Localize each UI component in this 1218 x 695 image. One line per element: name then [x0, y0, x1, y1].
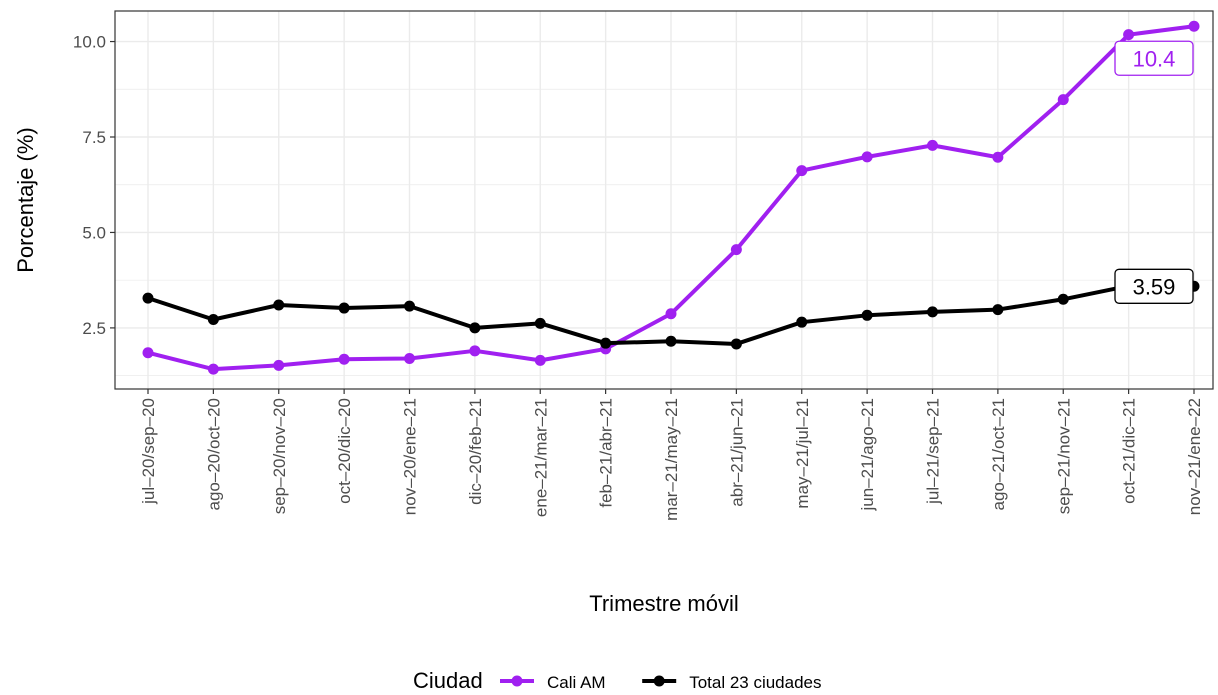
- data-point: [142, 347, 154, 359]
- legend-item-label: Cali AM: [547, 673, 606, 692]
- data-point: [927, 306, 938, 318]
- data-point: [534, 317, 546, 329]
- data-point: [404, 300, 415, 312]
- legend: Ciudad Cali AM Total 23 ciudades: [413, 668, 822, 693]
- data-point: [796, 316, 808, 328]
- data-point: [1123, 29, 1135, 41]
- x-tick-label: sep–20/nov–20: [270, 398, 289, 514]
- x-tick-label: ago–20/oct–20: [204, 398, 223, 511]
- x-tick-label: abr–21/jun–21: [727, 398, 746, 507]
- data-point: [207, 363, 219, 375]
- data-point: [796, 165, 808, 177]
- end-label-text: 3.59: [1133, 274, 1176, 299]
- data-point: [927, 139, 938, 151]
- y-tick-label: 10.0: [73, 33, 106, 52]
- data-point: [338, 353, 350, 365]
- x-tick-label: nov–20/ene–21: [401, 398, 420, 515]
- data-point: [469, 322, 481, 334]
- data-point: [1057, 94, 1069, 106]
- data-point: [600, 337, 612, 349]
- x-tick-label: nov–21/ene–22: [1185, 398, 1204, 515]
- x-tick-label: jul–21/sep–21: [924, 398, 943, 505]
- data-point: [404, 352, 415, 364]
- x-tick-label: ene–21/mar–21: [531, 398, 550, 517]
- end-label-box: [1114, 268, 1194, 304]
- data-point: [730, 338, 742, 350]
- plot-panel: [115, 11, 1213, 389]
- data-point: [730, 244, 742, 256]
- legend-key-point: [511, 675, 523, 687]
- x-tick-label: oct–20/dic–20: [335, 398, 354, 504]
- y-axis: 2.5 5.0 7.5 10.0: [73, 33, 115, 338]
- end-labels: 10.4 3.59: [1114, 40, 1194, 304]
- x-tick-label: ago–21/oct–21: [989, 398, 1008, 511]
- data-point: [1057, 293, 1069, 305]
- data-point: [469, 345, 481, 357]
- data-point: [665, 335, 677, 347]
- x-tick-label: feb–21/abr–21: [597, 398, 616, 508]
- legend-title: Ciudad: [413, 668, 483, 693]
- x-tick-label: jun–21/ago–21: [858, 398, 877, 512]
- end-label-text: 10.4: [1133, 46, 1176, 71]
- data-point: [861, 309, 873, 321]
- x-tick-label: mar–21/may–21: [662, 398, 681, 521]
- end-label-box: [1114, 40, 1194, 76]
- data-point: [992, 151, 1004, 163]
- plot-border: [114, 10, 1214, 390]
- series-points: [142, 20, 1200, 375]
- data-point: [861, 151, 873, 163]
- x-tick-label: oct–21/dic–21: [1120, 398, 1139, 504]
- data-point: [992, 304, 1004, 316]
- y-axis-title: Porcentaje (%): [13, 127, 38, 273]
- x-tick-label: sep–21/nov–21: [1054, 398, 1073, 514]
- legend-key-point: [653, 675, 665, 687]
- y-tick-label: 2.5: [82, 319, 106, 338]
- x-tick-label: may–21/jul–21: [793, 398, 812, 509]
- data-point: [273, 359, 285, 371]
- data-point: [1188, 20, 1200, 32]
- y-tick-label: 7.5: [82, 128, 106, 147]
- legend-item-label: Total 23 ciudades: [689, 673, 821, 692]
- y-tick-label: 5.0: [82, 223, 106, 242]
- data-point: [665, 308, 677, 320]
- data-point: [534, 354, 546, 366]
- data-point: [207, 314, 219, 326]
- data-point: [142, 292, 154, 304]
- data-point: [273, 299, 285, 311]
- x-tick-label: dic–20/feb–21: [466, 398, 485, 505]
- x-axis-title: Trimestre móvil: [589, 591, 739, 616]
- data-point: [338, 302, 350, 314]
- x-tick-label: jul–20/sep–20: [139, 398, 158, 505]
- x-axis: jul–20/sep–20 ago–20/oct–20 sep–20/nov–20 o…: [139, 389, 1204, 521]
